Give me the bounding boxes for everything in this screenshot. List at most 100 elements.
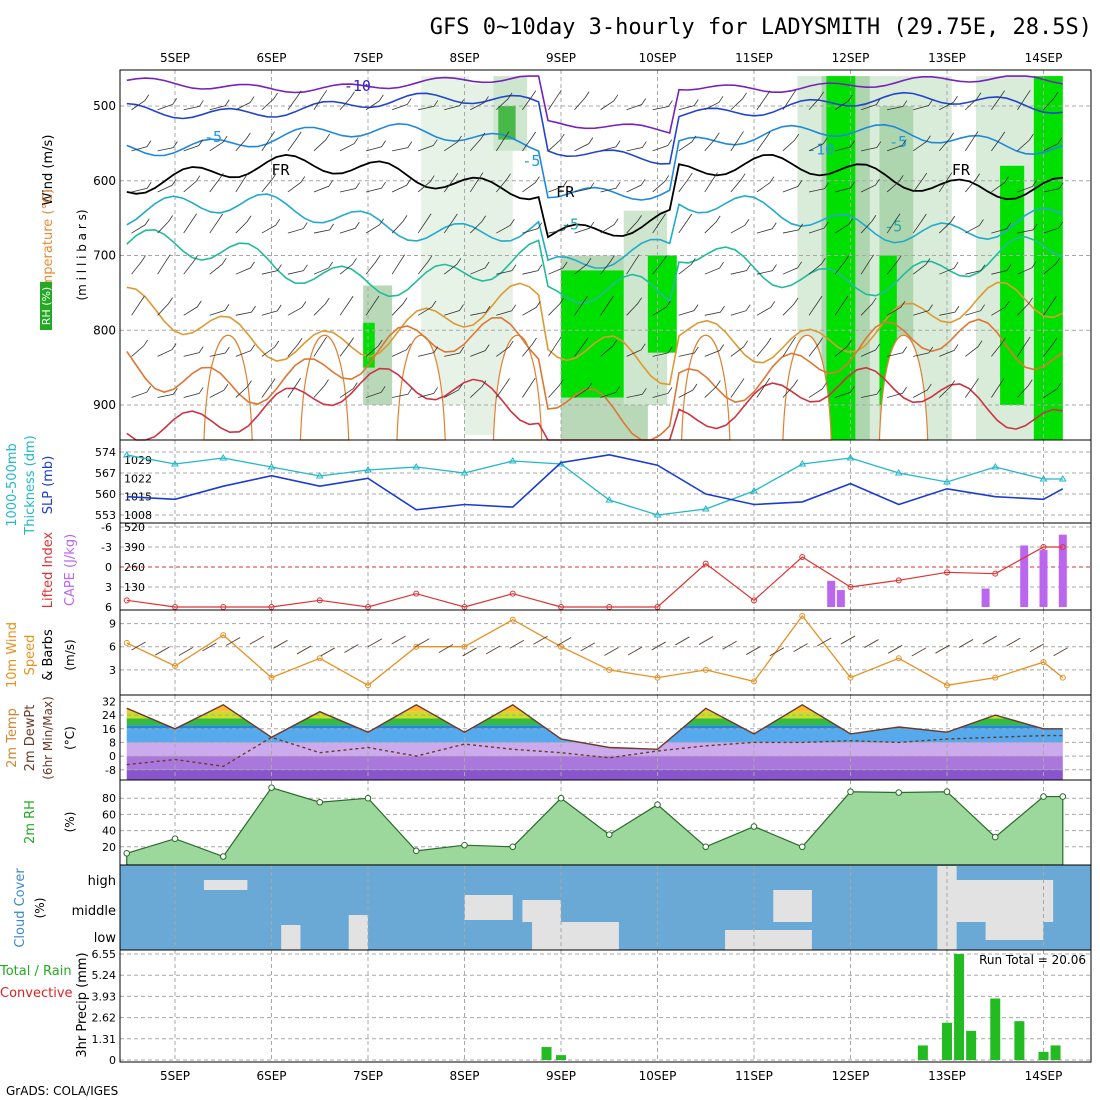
contour-label: FR [272,161,291,179]
wind-barb [417,213,432,234]
wind-barb [756,264,777,275]
wind-barb [912,172,928,193]
wind-barb [548,90,562,110]
wind-barb [287,377,302,398]
wind-barb-10m [627,646,643,656]
wind-barb [782,223,803,234]
thickness-point [846,454,855,461]
lifted-index-tick: -6 [101,521,112,534]
wind-barb-10m [958,639,974,648]
cloud-block [464,895,513,920]
wind-barb [287,337,303,357]
wind-barb [365,255,381,275]
wind-barb [287,264,308,275]
wind-barb [183,387,204,398]
wind-barb [235,215,252,234]
wind-barb [209,172,224,193]
wind-barb-10m [911,647,927,657]
wind-barb [808,382,827,398]
wind-barb [1017,180,1037,193]
wind-barb [756,301,776,316]
wind-barb [834,94,853,111]
date-tick-bottom: 13SEP [928,1069,966,1083]
wind-barb [1017,90,1031,110]
wind-barb [469,132,486,152]
wind-barb [470,261,490,275]
wind-barb [860,343,881,357]
wind-barb [261,378,276,398]
wind-speed-point [365,682,371,689]
thickness-point [798,460,807,467]
wind-units: (m/s) [63,639,77,670]
wind-barb [470,344,490,357]
wind-barb [991,90,1005,110]
contour-label: FR [556,183,575,201]
lifted-index-point [123,597,130,604]
date-tick-bottom: 14SEP [1025,1069,1063,1083]
wind-barb [704,305,725,316]
date-tick-top: 5SEP [160,51,190,65]
precip-bar [556,1055,566,1060]
wind-barb [1043,382,1062,398]
thickness-axis-label-2: Thickness (dm) [23,435,38,535]
wind-barb [417,300,437,316]
wind-barb-10m [391,635,406,645]
wind-speed-point [799,612,806,619]
date-tick-top: 11SEP [735,51,773,65]
wind-barb [339,222,360,234]
temperature-band [126,742,1063,757]
wind-barb-10m [675,636,690,646]
wind-barb [313,223,334,234]
wind-barb [522,301,541,316]
wind-barb [626,388,647,398]
wind-barb [600,255,615,275]
temp-tick: 32 [102,695,116,708]
pressure-tick: 500 [93,99,116,113]
wind-barb [887,387,907,398]
thickness-point [750,487,758,494]
wind-barb [965,173,980,193]
wind-speed-point [1059,674,1066,681]
wind-barb [574,91,590,111]
wind-barb [496,92,513,111]
wind-barb [756,377,771,398]
temperature-band [126,704,1063,712]
temperature-band [126,756,1063,770]
cape-bar [836,590,845,607]
wind-barb-10m [438,644,454,653]
wind-barb [678,346,699,357]
wind-barb [209,213,224,234]
wind-barb [808,91,825,111]
wind-barb [965,92,982,111]
wind-barb [157,141,178,152]
precip-tick: 5.24 [92,969,117,982]
rh-point [509,843,517,851]
wind-barb [834,295,849,316]
precip-bar [917,1045,928,1060]
wind-barb [548,261,568,275]
wind-speed-point [172,663,178,669]
wind-barb [730,378,745,398]
thickness-point [460,469,469,476]
wind-barb [392,141,413,152]
rh-point [1040,793,1047,800]
wind-barb [470,380,487,398]
wind-barb [157,254,171,275]
rh-point [1059,793,1067,800]
thickness-point [653,511,662,518]
rh-point [219,853,227,860]
wind-barb [965,264,986,275]
wind-barb-10m [698,636,714,645]
wind-barb [860,178,880,193]
wind-barb [574,295,588,316]
wind-barb [183,175,201,193]
cloud-block [203,880,248,890]
lifted-index-tick: -3 [101,541,112,554]
cloud-block [281,925,301,950]
wind-barb [678,258,696,275]
wind-barb [1017,379,1033,398]
wind-barb [808,182,829,193]
wind-barb [548,379,564,398]
temperature-band [126,725,1063,729]
lifted-index-point [316,597,323,604]
